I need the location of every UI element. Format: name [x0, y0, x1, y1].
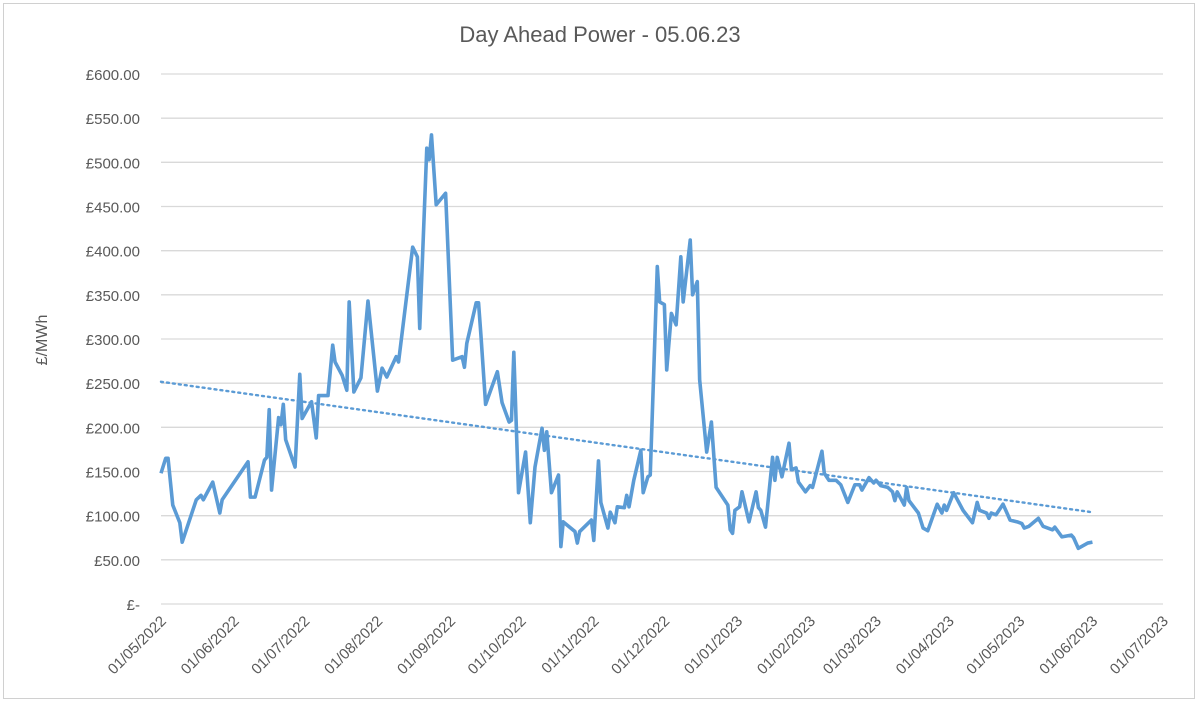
- x-tick-label: 01/03/2023: [820, 613, 885, 678]
- y-tick-label: £-: [127, 597, 140, 614]
- x-tick-label: 01/11/2022: [538, 613, 602, 677]
- y-tick-label: £300.00: [86, 332, 140, 349]
- x-tick-label: 01/06/2023: [1036, 613, 1101, 678]
- x-tick-label: 01/01/2023: [681, 613, 746, 678]
- y-tick-label: £200.00: [86, 420, 140, 437]
- chart-frame: [3, 3, 1195, 699]
- x-tick-label: 01/07/2023: [1107, 613, 1172, 678]
- y-tick-label: £100.00: [86, 509, 140, 526]
- x-tick-label: 01/05/2022: [105, 613, 170, 678]
- x-tick-label: 01/12/2022: [608, 613, 673, 678]
- chart-title: Day Ahead Power - 05.06.23: [459, 22, 740, 47]
- y-tick-label: £600.00: [86, 67, 140, 84]
- y-tick-label: £250.00: [86, 376, 140, 393]
- y-axis-label: £/MWh: [34, 315, 51, 366]
- x-tick-label: 01/07/2022: [248, 613, 313, 678]
- y-tick-label: £450.00: [86, 200, 140, 217]
- linear-trendline: [159, 380, 1094, 514]
- price-series-line: [159, 133, 1093, 551]
- x-tick-label: 01/04/2023: [893, 613, 958, 678]
- x-tick-label: 01/08/2022: [321, 613, 386, 678]
- x-tick-label: 01/05/2023: [963, 613, 1028, 678]
- y-tick-label: £350.00: [86, 288, 140, 305]
- y-tick-label: £50.00: [94, 553, 140, 570]
- x-tick-label: 01/09/2022: [394, 613, 459, 678]
- y-tick-label: £500.00: [86, 155, 140, 172]
- x-tick-label: 01/02/2023: [754, 613, 819, 678]
- y-tick-label: £550.00: [86, 111, 140, 128]
- y-tick-label: £400.00: [86, 244, 140, 261]
- y-tick-label: £150.00: [86, 465, 140, 482]
- x-tick-label: 01/10/2022: [465, 613, 530, 678]
- x-tick-label: 01/06/2022: [178, 613, 243, 678]
